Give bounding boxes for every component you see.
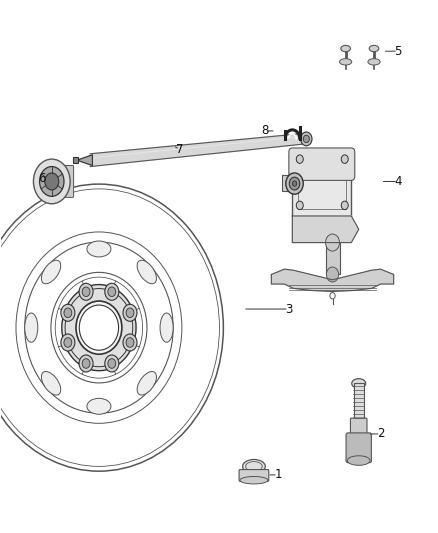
- Ellipse shape: [160, 313, 173, 342]
- Circle shape: [33, 159, 70, 204]
- Ellipse shape: [352, 378, 366, 388]
- Ellipse shape: [240, 477, 268, 484]
- Circle shape: [123, 334, 137, 351]
- Bar: [297, 159, 346, 209]
- Text: 6: 6: [39, 172, 46, 185]
- Ellipse shape: [347, 456, 370, 465]
- Text: 7: 7: [176, 143, 184, 156]
- Bar: [73, 157, 78, 164]
- Circle shape: [326, 267, 339, 282]
- Circle shape: [341, 155, 348, 164]
- Ellipse shape: [42, 372, 61, 395]
- Circle shape: [286, 173, 303, 194]
- Ellipse shape: [62, 285, 136, 370]
- Circle shape: [300, 132, 312, 146]
- Ellipse shape: [137, 372, 156, 395]
- Circle shape: [39, 166, 64, 196]
- Text: 1: 1: [274, 469, 282, 481]
- Polygon shape: [90, 134, 302, 166]
- Text: 4: 4: [394, 175, 402, 188]
- Text: 5: 5: [394, 45, 402, 58]
- Ellipse shape: [341, 45, 350, 52]
- Circle shape: [82, 359, 90, 368]
- Circle shape: [296, 201, 303, 209]
- Ellipse shape: [369, 45, 379, 52]
- Circle shape: [341, 201, 348, 209]
- Circle shape: [126, 338, 134, 348]
- FancyBboxPatch shape: [346, 433, 371, 463]
- Ellipse shape: [76, 301, 122, 354]
- Circle shape: [45, 173, 59, 190]
- Text: 3: 3: [285, 303, 293, 316]
- Circle shape: [79, 283, 93, 300]
- Circle shape: [108, 359, 116, 368]
- Circle shape: [108, 287, 116, 296]
- Circle shape: [296, 155, 303, 164]
- Ellipse shape: [87, 398, 111, 414]
- Circle shape: [79, 355, 93, 372]
- Circle shape: [325, 234, 339, 251]
- Ellipse shape: [137, 260, 156, 284]
- Ellipse shape: [87, 241, 111, 257]
- FancyBboxPatch shape: [64, 165, 74, 197]
- Ellipse shape: [42, 260, 61, 284]
- Ellipse shape: [368, 59, 380, 65]
- Bar: [283, 175, 294, 191]
- Circle shape: [61, 304, 75, 321]
- Circle shape: [64, 338, 72, 348]
- Bar: [354, 383, 364, 421]
- FancyBboxPatch shape: [289, 148, 355, 180]
- Circle shape: [289, 177, 300, 190]
- Bar: [325, 243, 339, 274]
- Ellipse shape: [243, 459, 265, 473]
- Polygon shape: [292, 216, 359, 243]
- Circle shape: [303, 135, 309, 143]
- Circle shape: [82, 287, 90, 296]
- FancyBboxPatch shape: [239, 470, 269, 481]
- Bar: [292, 152, 351, 216]
- Text: 2: 2: [377, 427, 384, 440]
- FancyBboxPatch shape: [350, 418, 367, 438]
- Text: 8: 8: [261, 124, 268, 138]
- Polygon shape: [272, 269, 394, 292]
- Circle shape: [61, 334, 75, 351]
- Circle shape: [105, 283, 119, 300]
- Ellipse shape: [339, 59, 352, 65]
- Circle shape: [64, 308, 72, 318]
- Circle shape: [126, 308, 134, 318]
- Polygon shape: [77, 155, 92, 165]
- Ellipse shape: [25, 313, 38, 342]
- Circle shape: [292, 181, 297, 186]
- Circle shape: [105, 355, 119, 372]
- Ellipse shape: [79, 305, 119, 350]
- Circle shape: [123, 304, 137, 321]
